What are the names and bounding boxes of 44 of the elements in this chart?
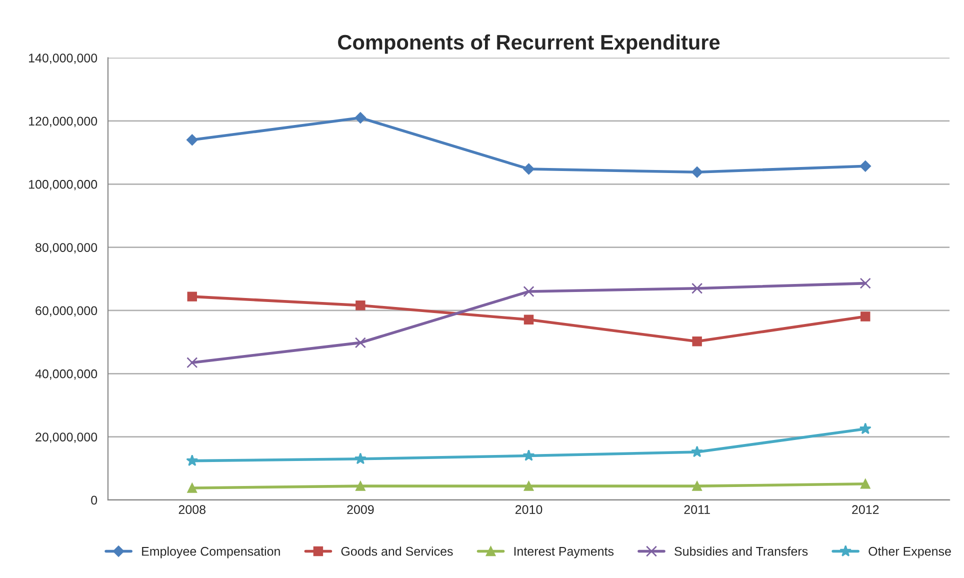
point <box>524 481 534 491</box>
point <box>186 357 198 368</box>
point <box>186 454 198 466</box>
point <box>354 337 366 348</box>
legend-label: Goods and Services <box>341 546 453 556</box>
point <box>691 166 703 178</box>
point <box>354 452 366 464</box>
x-tick-label: 2012 <box>852 505 879 514</box>
legend-label: Employee Compensation <box>142 546 280 558</box>
point <box>860 160 871 172</box>
y-tick-label: 140,000,000 <box>29 54 98 64</box>
point <box>187 483 197 493</box>
legend-label: Other Expense <box>868 546 951 558</box>
x-tick-label: 2011 <box>684 505 710 514</box>
point <box>523 286 534 298</box>
point <box>859 422 872 434</box>
point <box>860 312 870 322</box>
point <box>692 481 702 491</box>
y-tick-label: 80,000,000 <box>36 243 98 254</box>
point <box>187 292 197 302</box>
x-tick-label: 2009 <box>347 505 374 514</box>
legend-label: Subsidies and Transfers <box>674 546 808 556</box>
point <box>692 282 703 294</box>
legend-label: Interest Payments <box>514 547 614 558</box>
x-tick-label: 2010 <box>515 505 542 514</box>
point <box>356 300 366 310</box>
point <box>691 446 704 458</box>
y-tick-label: 0 <box>91 496 98 505</box>
y-tick-label: 60,000,000 <box>36 306 98 317</box>
point <box>692 336 702 346</box>
y-tick-label: 120,000,000 <box>29 116 98 128</box>
y-tick-label: 100,000,000 <box>29 180 98 190</box>
point <box>860 278 871 289</box>
point <box>522 450 535 461</box>
point <box>356 481 366 491</box>
point <box>186 134 198 146</box>
chart-title: Components of Recurrent Expenditure <box>338 34 720 54</box>
x-tick-label: 2008 <box>178 505 206 514</box>
point <box>523 163 534 175</box>
point <box>860 479 870 489</box>
point <box>354 112 366 124</box>
point <box>524 314 534 324</box>
y-tick-label: 20,000,000 <box>36 432 98 443</box>
y-tick-label: 40,000,000 <box>35 369 98 380</box>
